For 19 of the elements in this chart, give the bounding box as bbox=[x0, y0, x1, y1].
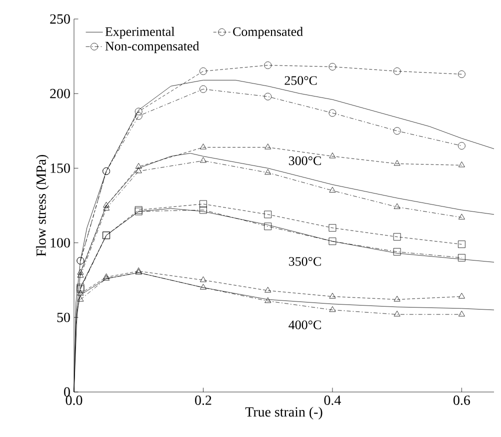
legend-label: Experimental bbox=[105, 26, 175, 39]
y-tick-label: 50 bbox=[57, 312, 70, 322]
annotation: 250°C bbox=[284, 76, 317, 85]
annotation: 350°C bbox=[289, 257, 321, 266]
y-tick-label: 250 bbox=[50, 14, 70, 24]
y-tick-label: 100 bbox=[50, 238, 70, 248]
x-tick-label: 0.4 bbox=[324, 396, 341, 405]
x-axis-title: True strain (-) bbox=[245, 406, 322, 420]
x-tick-label: 0.0 bbox=[66, 396, 82, 405]
y-tick-label: 0 bbox=[64, 387, 70, 397]
annotation: 400°C bbox=[288, 320, 321, 330]
y-tick-label: 200 bbox=[50, 88, 70, 98]
annotation: 300°C bbox=[289, 156, 321, 166]
x-tick-label: 0.2 bbox=[195, 396, 212, 405]
legend-label: Compensated bbox=[233, 26, 303, 39]
y-tick-label: 150 bbox=[50, 163, 70, 173]
x-tick-label: 0.6 bbox=[454, 396, 470, 405]
legend-label: Non-compensated bbox=[105, 41, 200, 54]
y-axis-title: Flow stress (MPa) bbox=[36, 154, 49, 256]
